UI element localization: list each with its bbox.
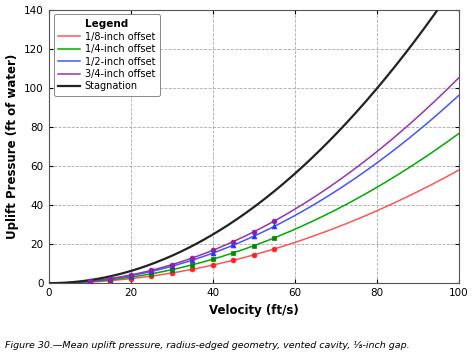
3/4-inch offset bbox=[243, 234, 249, 238]
1/4-inch offset bbox=[290, 228, 296, 232]
1/2-inch offset bbox=[46, 281, 52, 285]
Stagnation bbox=[243, 211, 249, 215]
X-axis label: Velocity (ft/s): Velocity (ft/s) bbox=[209, 304, 299, 316]
Stagnation bbox=[268, 192, 273, 196]
1/4-inch offset bbox=[446, 139, 452, 143]
1/4-inch offset bbox=[243, 246, 249, 251]
1/4-inch offset bbox=[268, 237, 273, 241]
3/4-inch offset bbox=[456, 76, 462, 80]
3/4-inch offset bbox=[241, 235, 246, 239]
Line: 1/2-inch offset: 1/2-inch offset bbox=[49, 96, 459, 283]
1/8-inch offset bbox=[382, 205, 388, 210]
3/4-inch offset bbox=[290, 209, 296, 213]
Stagnation bbox=[290, 173, 296, 178]
1/8-inch offset bbox=[290, 241, 296, 245]
1/2-inch offset bbox=[241, 239, 246, 243]
1/2-inch offset bbox=[290, 215, 296, 219]
1/2-inch offset bbox=[446, 102, 452, 107]
Line: 1/8-inch offset: 1/8-inch offset bbox=[49, 170, 459, 283]
1/8-inch offset bbox=[46, 281, 52, 285]
3/4-inch offset bbox=[268, 221, 273, 225]
1/4-inch offset bbox=[382, 181, 388, 185]
1/4-inch offset bbox=[456, 132, 462, 136]
3/4-inch offset bbox=[446, 86, 452, 90]
Text: Figure 30.—Mean uplift pressure, radius-edged geometry, vented cavity, ⅛-inch ga: Figure 30.—Mean uplift pressure, radius-… bbox=[5, 342, 410, 350]
3/4-inch offset bbox=[382, 143, 388, 147]
Legend: 1/8-inch offset, 1/4-inch offset, 1/2-inch offset, 3/4-inch offset, Stagnation: 1/8-inch offset, 1/4-inch offset, 1/2-in… bbox=[54, 15, 160, 96]
3/4-inch offset bbox=[46, 281, 52, 285]
1/2-inch offset bbox=[243, 238, 249, 242]
1/8-inch offset bbox=[241, 256, 246, 260]
1/4-inch offset bbox=[241, 247, 246, 252]
1/2-inch offset bbox=[456, 93, 462, 98]
1/8-inch offset bbox=[446, 173, 452, 178]
Line: Stagnation: Stagnation bbox=[49, 0, 459, 283]
Stagnation bbox=[46, 281, 52, 285]
Line: 1/4-inch offset: 1/4-inch offset bbox=[49, 134, 459, 283]
1/2-inch offset bbox=[382, 155, 388, 159]
1/4-inch offset bbox=[46, 281, 52, 285]
1/8-inch offset bbox=[456, 168, 462, 172]
1/2-inch offset bbox=[268, 226, 273, 230]
1/8-inch offset bbox=[268, 248, 273, 252]
Stagnation bbox=[241, 212, 246, 217]
1/8-inch offset bbox=[243, 255, 249, 259]
Y-axis label: Uplift Pressure (ft of water): Uplift Pressure (ft of water) bbox=[6, 54, 18, 239]
Stagnation bbox=[382, 77, 388, 81]
Line: 3/4-inch offset: 3/4-inch offset bbox=[49, 78, 459, 283]
